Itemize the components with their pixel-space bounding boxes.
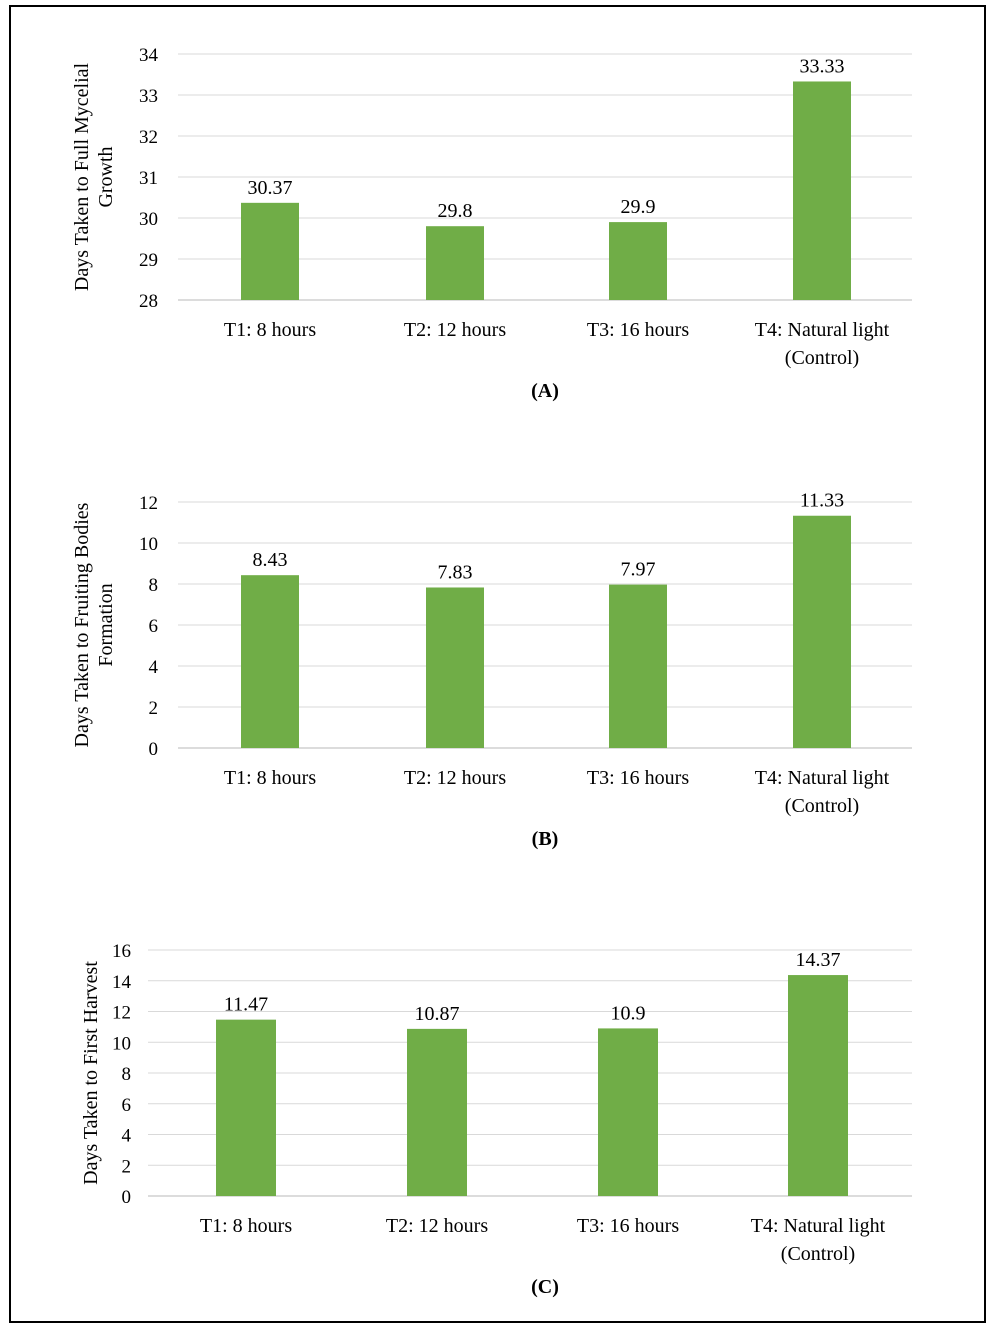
category-label: T4: Natural light (Control) [755,767,890,817]
y-tick-label: 8 [149,575,159,596]
y-axis-label: Days Taken to First Harvest [80,961,102,1185]
bar [426,587,484,748]
y-axis-label-line: Formation [95,583,117,666]
y-tick-label: 2 [122,1156,132,1177]
y-tick-label: 12 [112,1003,131,1024]
y-tick-label: 34 [139,45,159,66]
category-label: T4: Natural light (Control) [751,1215,886,1265]
category-label-line: T1: 8 hours [224,319,316,341]
category-label-line: T3: 16 hours [587,319,689,341]
panel-label: (A) [531,380,559,402]
data-label: 29.9 [621,196,656,218]
category-label-line: T1: 8 hours [224,767,316,789]
panel-label: (B) [532,828,559,850]
data-label: 33.33 [800,55,845,77]
chart-panel-3: 0 2 4 6 8 10 12 14 16 11.47 T1: 8 hours 10.87 T2: 12… [80,941,912,1298]
bar [241,202,299,300]
chart-panel-2: 0 2 4 6 8 10 12 8.43 T1: 8 hours 7.83 T2: 12 hours… [71,490,912,850]
category-label: T3: 16 hours [587,767,689,789]
category-label: T4: Natural light (Control) [755,319,890,369]
data-label: 11.47 [224,994,268,1016]
bar [426,226,484,300]
y-tick-label: 4 [122,1126,132,1147]
y-tick-label: 12 [139,493,158,514]
bar [788,975,848,1196]
chart-panel-1: 28 29 30 31 32 33 34 30.37 T1: 8 hours 29.8 T2: 12… [71,45,912,402]
y-axis-label-line: Growth [95,146,117,207]
bar [793,515,851,748]
category-label: T1: 8 hours [224,319,316,341]
data-label: 30.37 [248,177,293,199]
y-axis-label-line: Days Taken to First Harvest [80,961,102,1185]
bar [609,584,667,748]
data-label: 10.9 [611,1002,646,1024]
category-label: T3: 16 hours [587,319,689,341]
category-label-line: T2: 12 hours [404,319,506,341]
y-tick-label: 8 [122,1064,132,1085]
category-label-line: (Control) [785,347,859,369]
bar [407,1028,467,1196]
y-axis-label-line: Days Taken to Fruiting Bodies [71,502,93,747]
y-tick-label: 10 [139,534,158,555]
y-tick-label: 10 [112,1033,131,1054]
y-tick-label: 33 [139,86,158,107]
bar [216,1019,276,1196]
category-label: T3: 16 hours [577,1215,679,1237]
category-label-line: T2: 12 hours [404,767,506,789]
y-tick-label: 32 [139,127,158,148]
category-label: T2: 12 hours [404,767,506,789]
category-label: T2: 12 hours [404,319,506,341]
category-label-line: T4: Natural light [755,319,890,341]
panel-label: (C) [531,1276,559,1298]
y-tick-label: 29 [139,250,158,271]
data-label: 14.37 [796,949,841,971]
category-label-line: T3: 16 hours [587,767,689,789]
category-label-line: T1: 8 hours [200,1215,292,1237]
y-axis-label: Days Taken to Full Mycelial Growth [71,62,117,291]
y-axis-label-line: Days Taken to Full Mycelial [71,62,93,291]
data-label: 10.87 [415,1003,460,1025]
bar [609,222,667,300]
y-tick-label: 28 [139,291,158,312]
y-tick-label: 6 [149,616,159,637]
category-label-line: (Control) [781,1243,855,1265]
y-tick-label: 6 [122,1095,132,1116]
bar [241,575,299,748]
category-label-line: T4: Natural light [755,767,890,789]
category-label-line: (Control) [785,795,859,817]
y-tick-label: 16 [112,941,131,962]
data-label: 8.43 [253,549,288,571]
bar [598,1028,658,1196]
y-tick-label: 31 [139,168,158,189]
y-tick-label: 14 [112,972,132,993]
y-tick-label: 2 [149,698,159,719]
y-tick-label: 4 [149,657,159,678]
data-label: 29.8 [438,200,473,222]
category-label: T2: 12 hours [386,1215,488,1237]
data-label: 11.33 [800,490,844,512]
category-label: T1: 8 hours [200,1215,292,1237]
data-label: 7.97 [621,559,656,581]
y-tick-label: 0 [149,739,159,760]
category-label-line: T4: Natural light [751,1215,886,1237]
category-label-line: T3: 16 hours [577,1215,679,1237]
data-label: 7.83 [438,561,473,583]
category-label-line: T2: 12 hours [386,1215,488,1237]
y-tick-label: 30 [139,209,158,230]
bar [793,81,851,300]
category-label: T1: 8 hours [224,767,316,789]
y-axis-label: Days Taken to Fruiting Bodies Formation [71,502,117,747]
y-tick-label: 0 [122,1187,132,1208]
